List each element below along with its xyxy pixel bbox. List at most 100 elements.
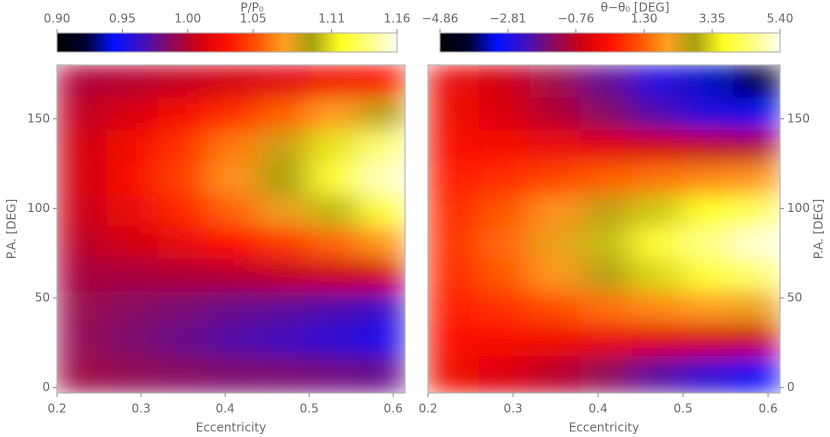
heatmap-cell: [57, 129, 108, 163]
heatmap: [428, 65, 780, 393]
heatmap-cell: [359, 129, 405, 163]
heatmap-cell: [57, 193, 108, 227]
heatmap-cell: [428, 129, 480, 163]
heatmap-cell: [478, 290, 531, 324]
heatmap-cell: [359, 258, 405, 292]
heatmap-cell: [733, 193, 780, 227]
heatmap-cell: [478, 258, 531, 292]
heatmap-cell: [733, 354, 780, 393]
colorbar-tick-label: 1.16: [384, 12, 411, 26]
heatmap-cell: [733, 161, 780, 195]
heatmap-cell: [106, 193, 159, 227]
y-tick-label: 100: [27, 201, 50, 215]
heatmap-cell: [478, 65, 531, 98]
heatmap-cell: [157, 193, 209, 227]
heatmap-cell: [529, 354, 582, 393]
heatmap-cell: [580, 193, 633, 227]
heatmap-cell: [580, 354, 633, 393]
heatmap-cell: [359, 65, 405, 98]
heatmap-cell: [733, 258, 780, 292]
y-tick-label: 50: [35, 291, 50, 305]
heatmap-cell: [682, 161, 735, 195]
heatmap-cell: [308, 354, 361, 393]
heatmap-cell: [207, 258, 260, 292]
y-tick-label: 0: [787, 380, 795, 394]
heatmap-cell: [631, 96, 684, 131]
heatmap-cell: [682, 322, 735, 356]
heatmap-cell: [157, 129, 209, 163]
heatmap-cell: [733, 65, 780, 98]
heatmap-cell: [631, 225, 684, 260]
heatmap-cell: [478, 322, 531, 356]
heatmap-cell: [359, 322, 405, 356]
heatmap-cell: [258, 129, 310, 163]
heatmap-cell: [478, 193, 531, 227]
heatmap-cell: [428, 258, 480, 292]
heatmap-cell: [258, 193, 310, 227]
x-axis-label: Eccentricity: [196, 421, 266, 435]
heatmap-cell: [733, 129, 780, 163]
heatmap-cell: [258, 225, 310, 260]
colorbar-tick-label: 0.90: [44, 12, 71, 26]
heatmap-cell: [359, 193, 405, 227]
y-tick-label: 150: [27, 111, 50, 125]
heatmap-cell: [359, 290, 405, 324]
heatmap-cell: [106, 322, 159, 356]
x-tick-label: 0.2: [418, 402, 437, 416]
heatmap-cell: [428, 193, 480, 227]
heatmap-cell: [57, 354, 108, 393]
colorbar-tick-label: 3.35: [699, 12, 726, 26]
heatmap-cell: [580, 322, 633, 356]
heatmap-clip: [428, 65, 780, 393]
heatmap-cell: [428, 225, 480, 260]
x-tick-label: 0.6: [759, 402, 778, 416]
x-tick-label: 0.2: [47, 402, 66, 416]
heatmap-cell: [258, 161, 310, 195]
heatmap-cell: [207, 161, 260, 195]
x-tick-label: 0.5: [674, 402, 693, 416]
heatmap-cell: [57, 65, 108, 98]
heatmap-cell: [478, 96, 531, 131]
heatmap-cell: [682, 129, 735, 163]
heatmap-cell: [157, 258, 209, 292]
heatmap-cell: [733, 96, 780, 131]
colorbar: [439, 32, 781, 53]
heatmap-cell: [682, 193, 735, 227]
colorbar-tick-label: 1.30: [631, 12, 658, 26]
heatmap-cell: [529, 193, 582, 227]
x-tick-label: 0.4: [216, 402, 235, 416]
heatmap-cell: [207, 65, 260, 98]
heatmap-cell: [580, 258, 633, 292]
heatmap-cell: [733, 322, 780, 356]
heatmap-cell: [106, 290, 159, 324]
heatmap-cell: [157, 96, 209, 131]
colorbar-tick-label: 1.00: [174, 12, 201, 26]
heatmap-cell: [57, 258, 108, 292]
heatmap-cell: [631, 193, 684, 227]
heatmap-cell: [57, 290, 108, 324]
x-tick-label: 0.3: [503, 402, 522, 416]
heatmap-cell: [580, 290, 633, 324]
heatmap-cell: [258, 322, 310, 356]
heatmap-cell: [359, 225, 405, 260]
heatmap-cell: [580, 96, 633, 131]
heatmap-cell: [207, 225, 260, 260]
heatmap-cell: [359, 354, 405, 393]
heatmap-cell: [733, 290, 780, 324]
heatmap-cell: [733, 225, 780, 260]
heatmap-cell: [207, 193, 260, 227]
heatmap-cell: [631, 354, 684, 393]
heatmap-cell: [258, 65, 310, 98]
heatmap-cell: [631, 129, 684, 163]
heatmap-cell: [157, 161, 209, 195]
heatmap-cell: [207, 290, 260, 324]
heatmap-cell: [478, 225, 531, 260]
plot-frame: [427, 64, 781, 394]
heatmap-cell: [529, 161, 582, 195]
heatmap-cell: [258, 354, 310, 393]
heatmap-cell: [308, 96, 361, 131]
heatmap-cell: [682, 290, 735, 324]
heatmap-cell: [529, 290, 582, 324]
x-tick-label: 0.5: [300, 402, 319, 416]
